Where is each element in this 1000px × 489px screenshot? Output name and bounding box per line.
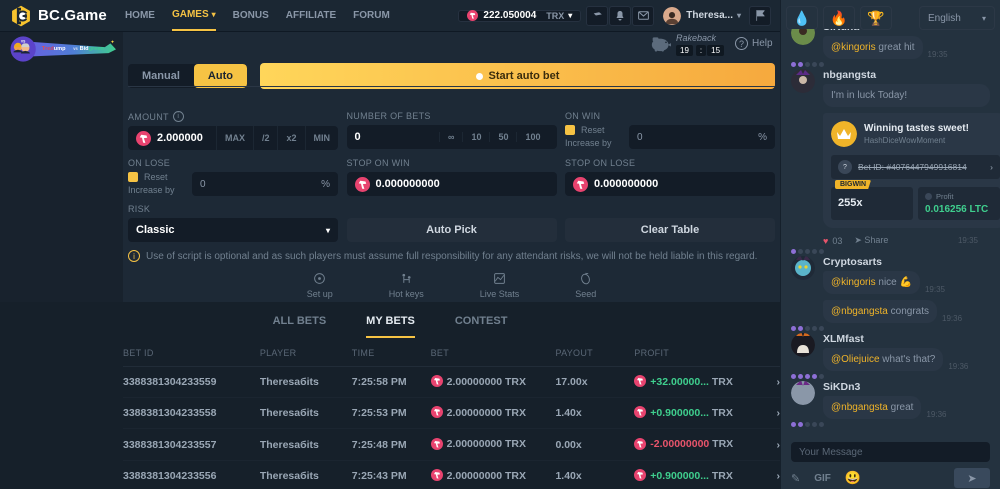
svg-text:✦: ✦ (110, 39, 114, 45)
svg-text:vs: vs (73, 46, 78, 51)
svg-text:Bidgreen: Bidgreen (80, 46, 105, 52)
svg-text:Tredump: Tredump (42, 46, 66, 52)
svg-text:VS: VS (21, 39, 26, 43)
